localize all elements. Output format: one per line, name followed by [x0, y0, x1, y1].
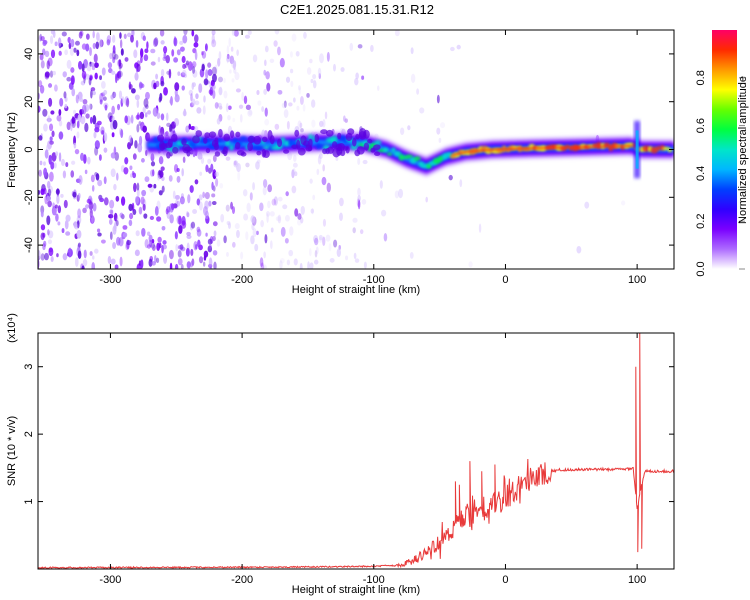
- snr-x-tick-label: 100: [628, 574, 646, 586]
- colorbar-tick-label: 0.4: [695, 166, 707, 181]
- colorbar-tick-label: 0.0: [695, 261, 707, 276]
- colorbar-tick-label: 0.2: [695, 214, 707, 229]
- spectrogram-x-ticks: -300 -200 -100 0 100: [99, 30, 646, 286]
- snr-y-tick-label: 3: [23, 364, 35, 370]
- snr-series-line: [38, 333, 674, 569]
- spectrogram-x-label: Height of straight line (km): [292, 284, 420, 296]
- spectrogram-x-tick-label: -300: [99, 274, 121, 286]
- spectrogram-y-tick-label: -40: [23, 237, 35, 253]
- snr-y-scale-label: (x10⁴): [6, 313, 18, 343]
- snr-x-tick-label: 0: [502, 574, 508, 586]
- spectrogram-band: [147, 120, 674, 179]
- spectrogram-y-label: Frequency (Hz): [6, 112, 18, 188]
- snr-panel: -300 -200 -100 0 100 1 2 3 Height of straight …: [6, 313, 675, 596]
- snr-y-label: SNR (10 * v/v): [6, 416, 18, 486]
- snr-x-tick-label: -200: [231, 574, 253, 586]
- snr-y-tick-label: 1: [23, 499, 35, 505]
- colorbar-tick-label: 0.6: [695, 118, 707, 133]
- spectrogram-y-tick-label: 0: [23, 146, 35, 152]
- spectrogram-y-ticks: -40 -20 0 20 40: [23, 48, 674, 253]
- spectrogram-x-tick-label: 100: [628, 274, 646, 286]
- spectrogram-y-tick-label: -20: [23, 189, 35, 205]
- snr-x-tick-label: -300: [99, 574, 121, 586]
- spectrogram-y-tick-label: 40: [23, 48, 35, 60]
- colorbar-tick-label: 0.8: [695, 70, 707, 85]
- snr-y-ticks: 1 2 3: [23, 364, 674, 505]
- colorbar-gradient: [712, 30, 737, 269]
- snr-x-tick-label: -100: [363, 574, 385, 586]
- spectrogram-x-tick-label: 0: [502, 274, 508, 286]
- spectrogram-x-tick-label: -100: [363, 274, 385, 286]
- colorbar-label: Normalized spectral amplitude: [737, 76, 749, 224]
- colorbar: 0.0 0.2 0.4 0.6 0.8 Normalized spectral ampl…: [695, 30, 749, 277]
- snr-x-ticks: -300 -200 -100 0 100: [99, 333, 646, 586]
- snr-frame: [37, 332, 675, 570]
- snr-y-tick-label: 2: [23, 431, 35, 437]
- colorbar-ticks: 0.0 0.2 0.4 0.6 0.8: [695, 70, 745, 277]
- figure-title: C2E1.2025.081.15.31.R12: [280, 2, 434, 17]
- spectrogram-y-tick-label: 20: [23, 96, 35, 108]
- spectrogram-x-tick-label: -200: [231, 274, 253, 286]
- spectrogram-noise: [38, 30, 626, 269]
- snr-x-label: Height of straight line (km): [292, 584, 420, 596]
